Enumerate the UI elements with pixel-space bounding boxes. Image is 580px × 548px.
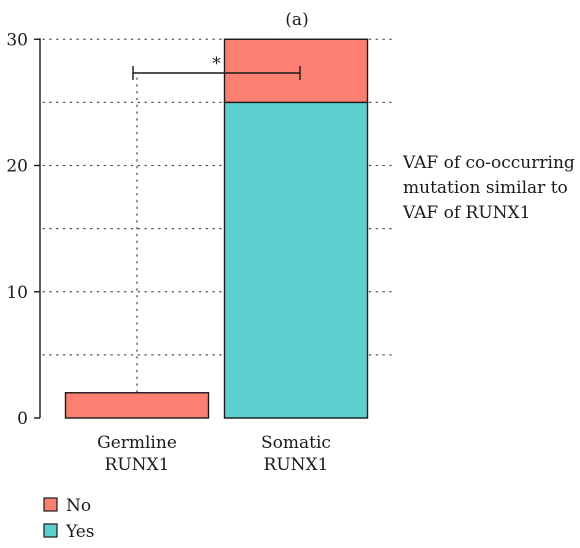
legend-label-no: No: [66, 496, 91, 516]
annotation-line: mutation similar to: [403, 178, 568, 198]
y-tick-label: 0: [17, 409, 28, 429]
annotation-text: VAF of co-occurring mutation similar to VA…: [402, 153, 575, 223]
annotation-line: VAF of co-occurring: [402, 153, 575, 173]
bar-no-somatic: [223, 38, 369, 104]
significance-bracket: *: [132, 54, 301, 80]
significance-star: *: [212, 54, 221, 74]
legend-swatch-yes: [43, 523, 58, 538]
bar-no-germline: [64, 392, 210, 419]
y-tick-label: 20: [6, 157, 28, 177]
x-axis-labels: Germline RUNX1 Somatic RUNX1: [97, 433, 331, 475]
legend: No Yes: [43, 496, 95, 542]
legend-swatch-no: [43, 497, 58, 512]
y-tick-label: 30: [6, 30, 28, 50]
x-tick-label: Germline RUNX1: [97, 433, 177, 475]
bar-yes-somatic: [223, 101, 369, 419]
x-tick-label: Somatic RUNX1: [261, 433, 331, 475]
legend-label-yes: Yes: [65, 522, 95, 542]
annotation-line: VAF of RUNX1: [402, 203, 530, 223]
y-axis: 0 10 20 30: [6, 30, 41, 429]
y-tick-label: 10: [6, 283, 28, 303]
panel-label: (a): [285, 10, 308, 30]
bars-group: [64, 38, 369, 419]
